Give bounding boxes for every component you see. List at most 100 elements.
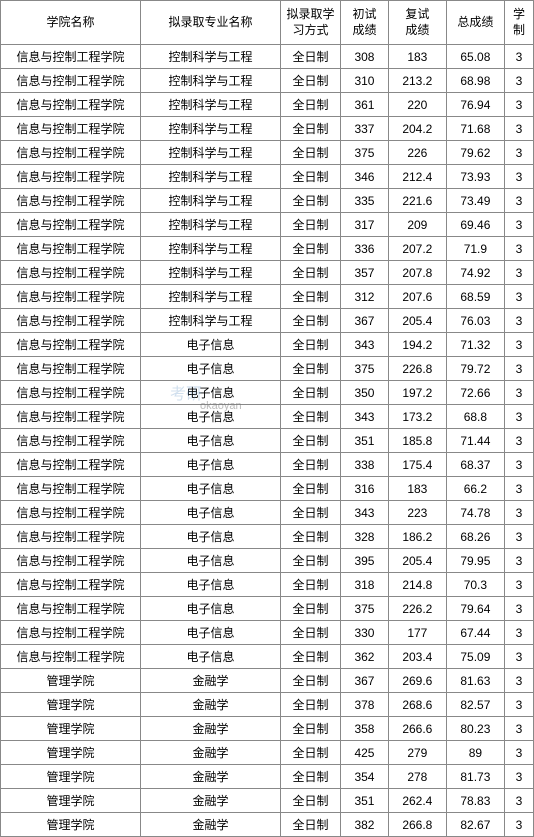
cell-major: 控制科学与工程	[140, 189, 280, 213]
cell-retest: 177	[388, 621, 446, 645]
cell-school: 信息与控制工程学院	[1, 549, 141, 573]
cell-years: 3	[504, 453, 533, 477]
table-row: 信息与控制工程学院控制科学与工程全日制367205.476.033	[1, 309, 534, 333]
table-row: 信息与控制工程学院电子信息全日制328186.268.263	[1, 525, 534, 549]
table-row: 信息与控制工程学院控制科学与工程全日制336207.271.93	[1, 237, 534, 261]
cell-total: 79.95	[446, 549, 504, 573]
table-row: 信息与控制工程学院控制科学与工程全日制335221.673.493	[1, 189, 534, 213]
cell-retest: 223	[388, 501, 446, 525]
cell-major: 控制科学与工程	[140, 165, 280, 189]
cell-mode: 全日制	[280, 645, 340, 669]
cell-school: 信息与控制工程学院	[1, 573, 141, 597]
header-total: 总成绩	[446, 1, 504, 45]
cell-years: 3	[504, 789, 533, 813]
table-row: 信息与控制工程学院电子信息全日制343173.268.83	[1, 405, 534, 429]
cell-mode: 全日制	[280, 453, 340, 477]
cell-school: 信息与控制工程学院	[1, 501, 141, 525]
cell-mode: 全日制	[280, 357, 340, 381]
table-row: 信息与控制工程学院电子信息全日制395205.479.953	[1, 549, 534, 573]
cell-retest: 194.2	[388, 333, 446, 357]
cell-total: 68.59	[446, 285, 504, 309]
cell-prelim: 316	[341, 477, 389, 501]
cell-major: 电子信息	[140, 501, 280, 525]
cell-total: 67.44	[446, 621, 504, 645]
cell-total: 71.68	[446, 117, 504, 141]
cell-prelim: 317	[341, 213, 389, 237]
cell-years: 3	[504, 141, 533, 165]
cell-school: 信息与控制工程学院	[1, 621, 141, 645]
table-header-row: 学院名称 拟录取专业名称 拟录取学习方式 初试成绩 复试成绩 总成绩 学制	[1, 1, 534, 45]
header-prelim: 初试成绩	[341, 1, 389, 45]
header-years: 学制	[504, 1, 533, 45]
cell-school: 信息与控制工程学院	[1, 645, 141, 669]
cell-retest: 186.2	[388, 525, 446, 549]
cell-major: 电子信息	[140, 597, 280, 621]
cell-years: 3	[504, 381, 533, 405]
table-row: 信息与控制工程学院电子信息全日制33017767.443	[1, 621, 534, 645]
cell-total: 70.3	[446, 573, 504, 597]
cell-prelim: 367	[341, 309, 389, 333]
table-row: 信息与控制工程学院电子信息全日制318214.870.33	[1, 573, 534, 597]
cell-retest: 221.6	[388, 189, 446, 213]
cell-major: 电子信息	[140, 573, 280, 597]
cell-school: 信息与控制工程学院	[1, 333, 141, 357]
cell-prelim: 358	[341, 717, 389, 741]
table-row: 管理学院金融学全日制425279893	[1, 741, 534, 765]
cell-prelim: 351	[341, 789, 389, 813]
cell-school: 信息与控制工程学院	[1, 477, 141, 501]
cell-prelim: 346	[341, 165, 389, 189]
cell-major: 控制科学与工程	[140, 93, 280, 117]
cell-years: 3	[504, 405, 533, 429]
cell-school: 信息与控制工程学院	[1, 189, 141, 213]
cell-total: 74.78	[446, 501, 504, 525]
table-row: 信息与控制工程学院电子信息全日制375226.279.643	[1, 597, 534, 621]
table-row: 信息与控制工程学院电子信息全日制362203.475.093	[1, 645, 534, 669]
cell-retest: 214.8	[388, 573, 446, 597]
cell-years: 3	[504, 717, 533, 741]
cell-years: 3	[504, 597, 533, 621]
cell-school: 信息与控制工程学院	[1, 69, 141, 93]
cell-prelim: 362	[341, 645, 389, 669]
cell-retest: 205.4	[388, 549, 446, 573]
cell-total: 76.03	[446, 309, 504, 333]
cell-years: 3	[504, 45, 533, 69]
cell-prelim: 425	[341, 741, 389, 765]
cell-major: 电子信息	[140, 621, 280, 645]
cell-years: 3	[504, 69, 533, 93]
cell-prelim: 343	[341, 405, 389, 429]
cell-school: 信息与控制工程学院	[1, 525, 141, 549]
header-mode: 拟录取学习方式	[280, 1, 340, 45]
cell-school: 信息与控制工程学院	[1, 597, 141, 621]
header-major: 拟录取专业名称	[140, 1, 280, 45]
cell-prelim: 308	[341, 45, 389, 69]
cell-school: 信息与控制工程学院	[1, 93, 141, 117]
cell-major: 金融学	[140, 789, 280, 813]
cell-major: 金融学	[140, 669, 280, 693]
cell-major: 金融学	[140, 765, 280, 789]
cell-total: 69.46	[446, 213, 504, 237]
cell-total: 79.62	[446, 141, 504, 165]
table-row: 信息与控制工程学院控制科学与工程全日制346212.473.933	[1, 165, 534, 189]
cell-school: 信息与控制工程学院	[1, 309, 141, 333]
cell-mode: 全日制	[280, 597, 340, 621]
cell-years: 3	[504, 285, 533, 309]
cell-years: 3	[504, 333, 533, 357]
table-row: 信息与控制工程学院电子信息全日制375226.879.723	[1, 357, 534, 381]
cell-retest: 207.2	[388, 237, 446, 261]
cell-years: 3	[504, 213, 533, 237]
cell-retest: 212.4	[388, 165, 446, 189]
cell-years: 3	[504, 669, 533, 693]
cell-school: 信息与控制工程学院	[1, 261, 141, 285]
cell-years: 3	[504, 237, 533, 261]
cell-major: 电子信息	[140, 333, 280, 357]
table-body: 信息与控制工程学院控制科学与工程全日制30818365.083信息与控制工程学院…	[1, 45, 534, 837]
table-row: 管理学院金融学全日制382266.882.673	[1, 813, 534, 837]
cell-mode: 全日制	[280, 93, 340, 117]
cell-years: 3	[504, 93, 533, 117]
cell-years: 3	[504, 429, 533, 453]
cell-retest: 209	[388, 213, 446, 237]
cell-school: 管理学院	[1, 669, 141, 693]
cell-prelim: 343	[341, 333, 389, 357]
cell-school: 管理学院	[1, 741, 141, 765]
cell-years: 3	[504, 477, 533, 501]
